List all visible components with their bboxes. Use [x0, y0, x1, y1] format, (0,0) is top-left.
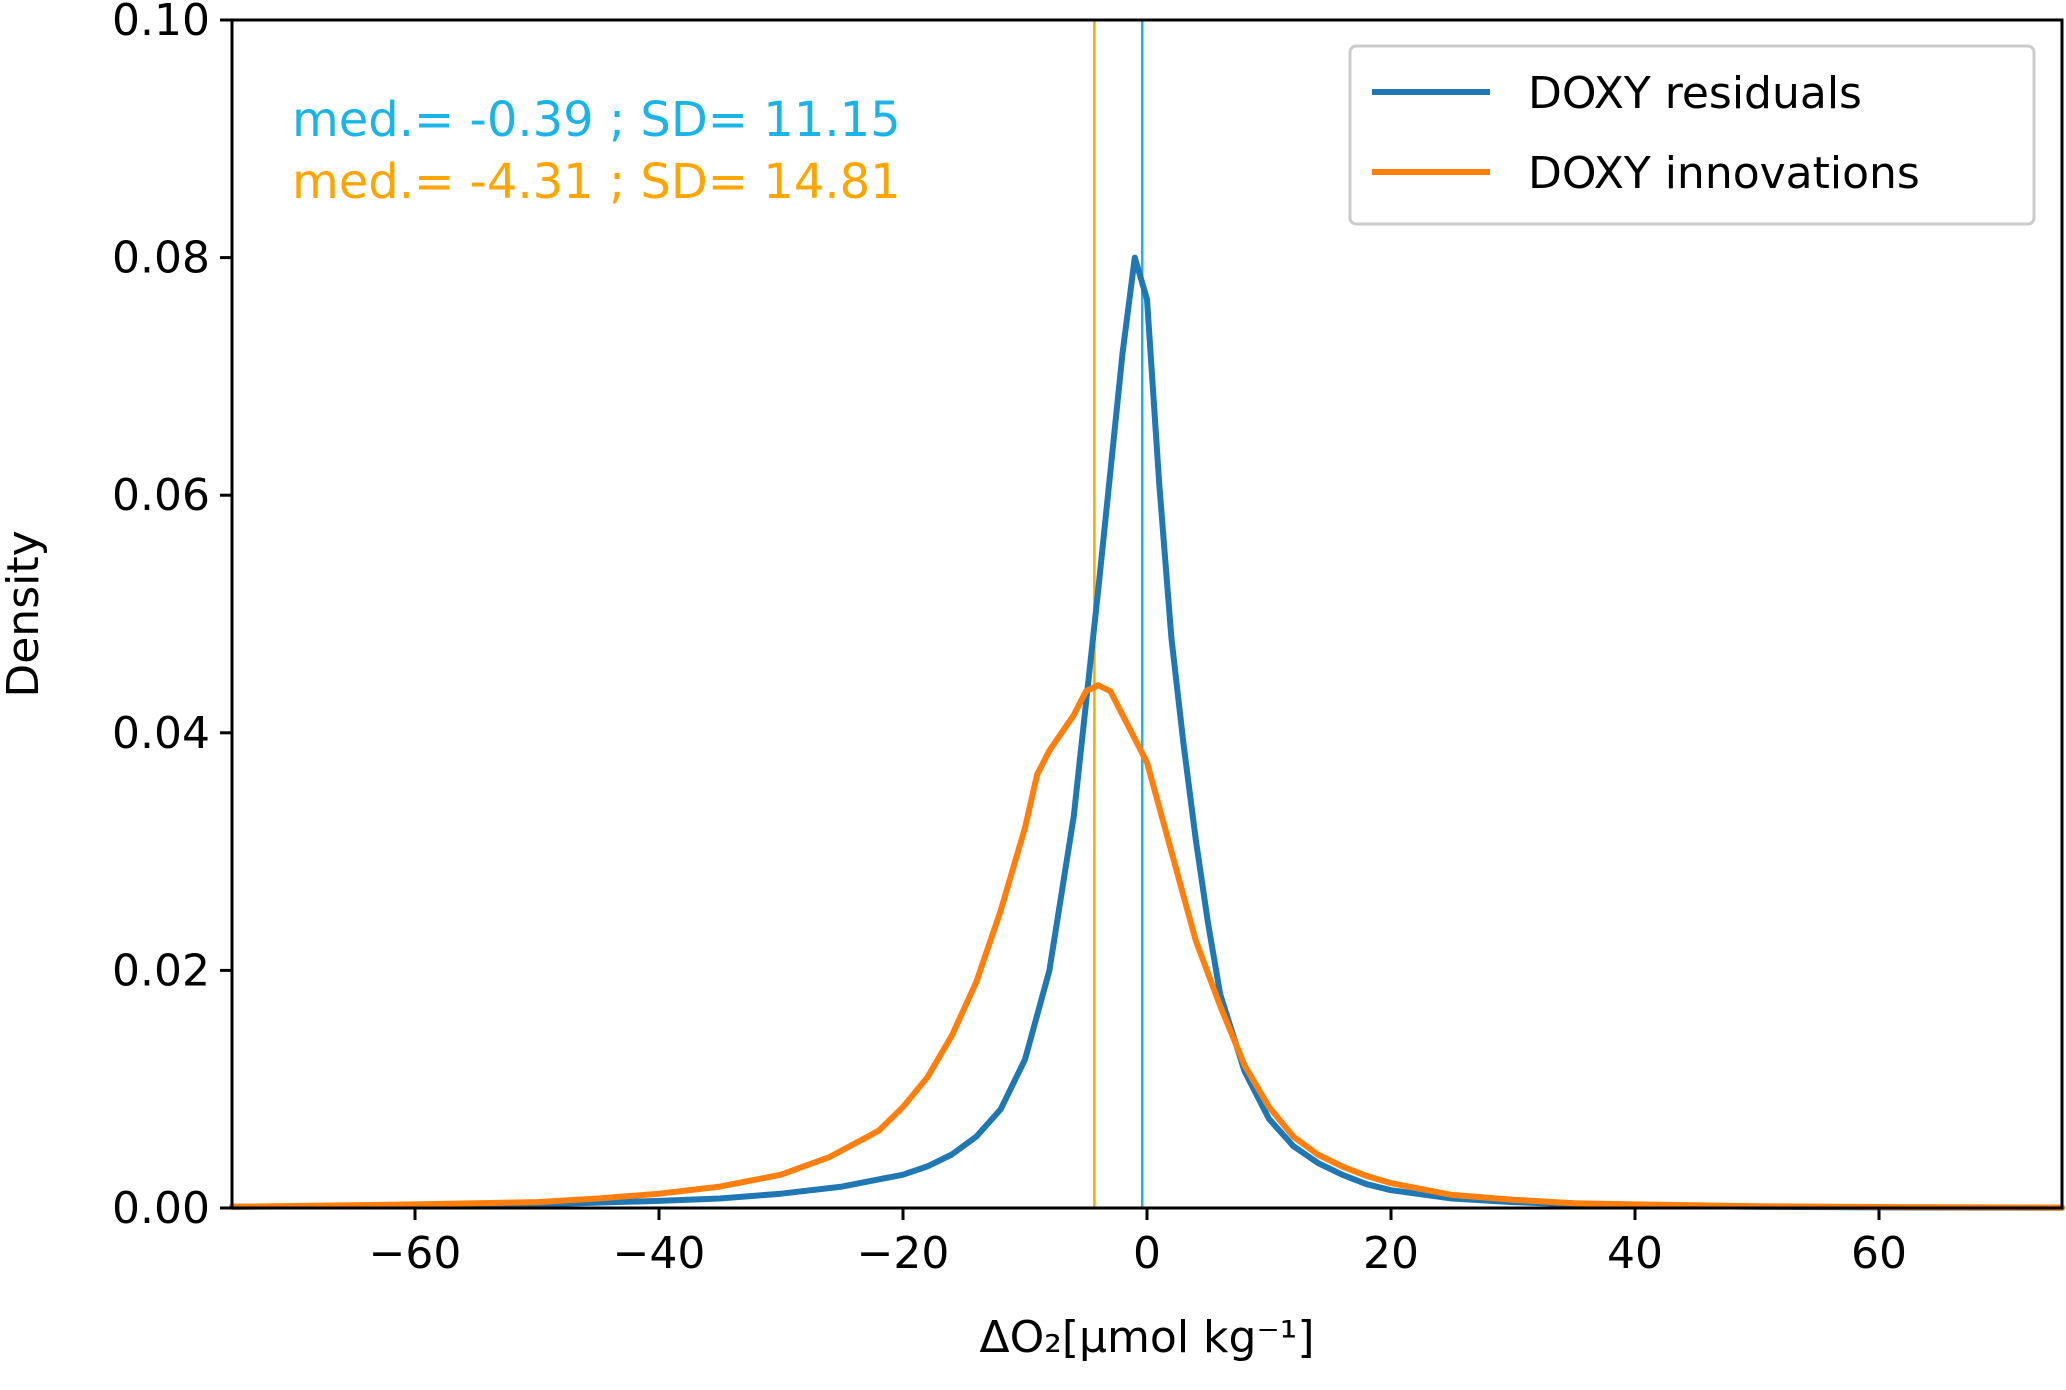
legend-label-residuals: DOXY residuals — [1528, 68, 1862, 119]
median-lines — [1093, 20, 1144, 1208]
y-tick-label: 0.00 — [112, 1183, 210, 1234]
y-tick-label: 0.06 — [112, 470, 210, 521]
legend-label-innovations: DOXY innovations — [1528, 148, 1920, 199]
x-tick-label: −20 — [857, 1228, 950, 1279]
y-tick-label: 0.10 — [112, 0, 210, 46]
x-tick-label: −40 — [613, 1228, 706, 1279]
x-tick-label: −60 — [369, 1228, 462, 1279]
x-ticks: −60 −40 −20 0 20 40 60 — [369, 1208, 1907, 1279]
series-lines — [229, 254, 2065, 1211]
y-tick-label: 0.02 — [112, 945, 210, 996]
x-axis-title: ΔO₂[μmol kg⁻¹] — [980, 1312, 1315, 1363]
y-ticks: 0.00 0.02 0.04 0.06 0.08 0.10 — [112, 0, 232, 1234]
legend-box — [1348, 44, 2036, 226]
series-line-0 — [229, 254, 2065, 1211]
legend: DOXY residuals DOXY innovations — [1348, 44, 2036, 226]
innovations-stats-annotation: med.= -4.31 ; SD= 14.81 — [292, 154, 901, 210]
y-tick-label: 0.08 — [112, 233, 210, 284]
series-line-1 — [229, 682, 2065, 1211]
x-tick-label: 0 — [1133, 1228, 1161, 1279]
x-tick-label: 60 — [1851, 1228, 1907, 1279]
x-tick-label: 20 — [1363, 1228, 1419, 1279]
x-tick-label: 40 — [1607, 1228, 1663, 1279]
y-tick-label: 0.04 — [112, 708, 210, 759]
residuals-stats-annotation: med.= -0.39 ; SD= 11.15 — [292, 92, 901, 148]
y-axis-title: Density — [0, 530, 49, 697]
